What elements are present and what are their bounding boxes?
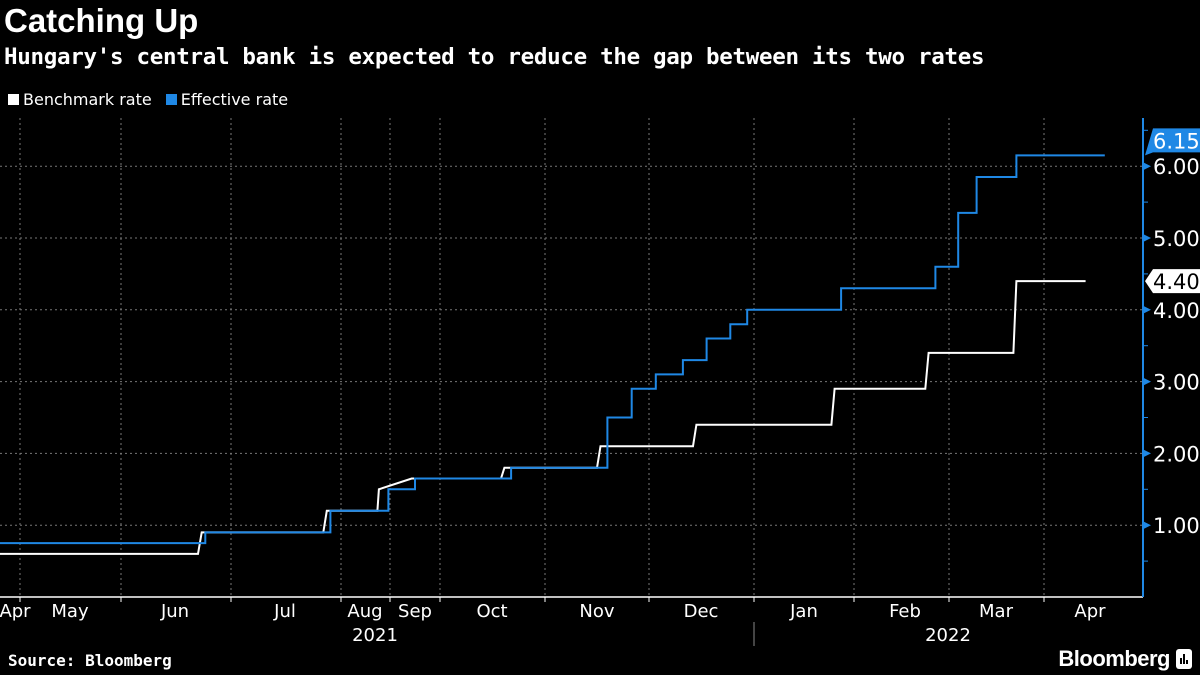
last-value-callout-effective: 6.15 xyxy=(1145,128,1200,156)
y-tick-label: 1.00 xyxy=(1153,514,1200,538)
x-tick-label: Jun xyxy=(160,601,189,622)
bloomberg-terminal-icon xyxy=(1176,649,1192,669)
series-line-effective xyxy=(0,154,1105,545)
x-tick-label: Feb xyxy=(889,601,921,622)
legend-item-effective: Effective rate xyxy=(165,90,289,109)
callout-badge xyxy=(1145,128,1200,156)
y-tick-label: 2.00 xyxy=(1153,442,1200,466)
x-tick-label: Mar xyxy=(979,601,1014,622)
x-year-label: 2022 xyxy=(925,625,971,646)
legend: Benchmark rate Effective rate xyxy=(8,90,288,109)
callout-badge xyxy=(1145,269,1200,294)
x-tick-label: Nov xyxy=(579,601,614,622)
logo-text: Bloomberg xyxy=(1058,646,1170,671)
callout-value: 4.40 xyxy=(1153,270,1200,294)
y-tick-label: 3.00 xyxy=(1153,371,1200,395)
legend-item-benchmark: Benchmark rate xyxy=(8,90,152,109)
bloomberg-logo: Bloomberg xyxy=(1058,646,1192,672)
y-tick xyxy=(1143,234,1151,242)
series-line-benchmark xyxy=(0,280,1086,555)
legend-label-benchmark: Benchmark rate xyxy=(23,90,152,109)
x-tick-label: Oct xyxy=(476,601,507,622)
legend-swatch-benchmark xyxy=(8,94,19,105)
y-tick xyxy=(1143,521,1151,530)
x-tick-label: Apr xyxy=(0,601,31,622)
source-note: Source: Bloomberg xyxy=(8,651,172,670)
x-tick-label: Dec xyxy=(684,601,719,622)
x-tick-label: May xyxy=(51,601,89,622)
y-tick-label: 6.00 xyxy=(1153,155,1200,179)
y-tick xyxy=(1143,162,1151,171)
x-year-label: 2021 xyxy=(352,625,398,646)
chart-title: Catching Up xyxy=(4,2,199,39)
y-tick-label: 5.00 xyxy=(1153,227,1200,251)
legend-label-effective: Effective rate xyxy=(180,90,289,109)
y-tick xyxy=(1143,449,1151,458)
last-value-callout-benchmark: 4.40 xyxy=(1145,269,1200,294)
x-tick-label: Jan xyxy=(789,601,818,622)
legend-swatch-effective xyxy=(165,94,177,105)
y-tick-label: 4.00 xyxy=(1153,299,1200,323)
x-tick-label: Apr xyxy=(1074,601,1106,622)
x-tick-label: Sep xyxy=(398,601,432,622)
x-tick-label: Aug xyxy=(347,601,382,622)
callout-value: 6.15 xyxy=(1153,129,1200,153)
y-tick xyxy=(1143,305,1151,314)
x-tick-label: Jul xyxy=(273,601,296,622)
y-tick xyxy=(1143,377,1151,386)
chart-subtitle: Hungary's central bank is expected to re… xyxy=(4,44,985,70)
